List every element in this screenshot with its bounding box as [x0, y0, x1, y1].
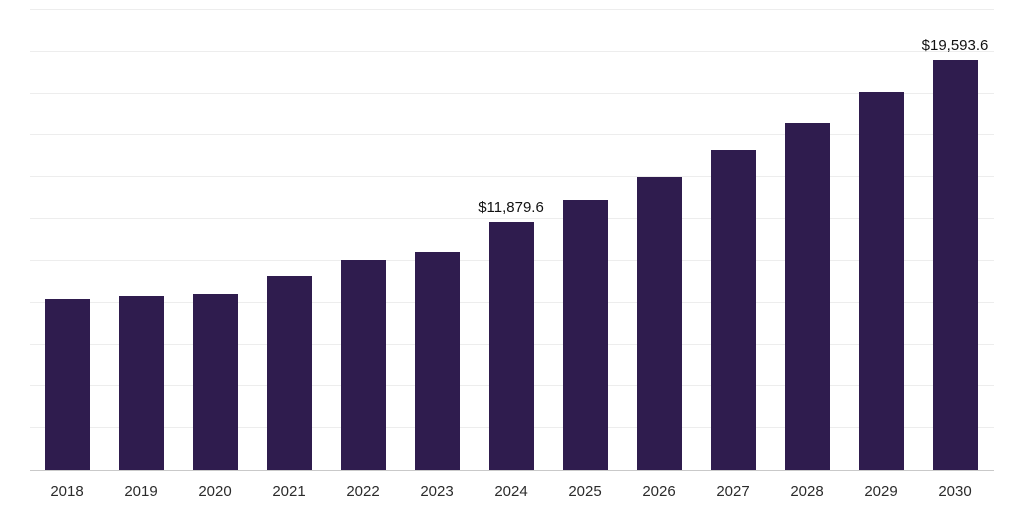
bar-area	[414, 10, 460, 470]
bar-area	[192, 10, 238, 470]
gridline	[30, 134, 994, 136]
x-tick-label: 2018	[50, 483, 84, 500]
bar-area	[118, 10, 164, 470]
bar	[636, 176, 682, 470]
bar-area	[44, 10, 90, 470]
x-tick-label: 2024	[494, 483, 528, 500]
x-tick-label: 2027	[716, 483, 750, 500]
value-label: $19,593.6	[921, 37, 989, 55]
bar-columns: 2018 2019 2020 2021 2022 2023 $11,879.6 2024 202…	[30, 10, 994, 512]
bar-column: 2027	[710, 10, 756, 512]
bar-column: 2026	[636, 10, 682, 512]
gridline	[30, 9, 994, 10]
bar-area	[636, 10, 682, 470]
x-tick-label: 2020	[198, 483, 232, 500]
bar-area	[784, 10, 830, 470]
x-tick-label: 2030	[938, 483, 972, 500]
bar	[488, 221, 534, 470]
bar-area	[858, 10, 904, 470]
value-label: $11,879.6	[478, 198, 544, 216]
x-tick-label: 2021	[272, 483, 306, 500]
bar-area	[340, 10, 386, 470]
x-tick-label: 2023	[420, 483, 454, 500]
bar-area	[266, 10, 312, 470]
bar	[192, 293, 238, 470]
bar-area	[710, 10, 756, 470]
gridline	[30, 50, 994, 52]
bar-area: $11,879.6	[478, 10, 544, 470]
bar-column: 2029	[858, 10, 904, 512]
bar	[932, 60, 978, 470]
bar-column: 2020	[192, 10, 238, 512]
bar-column: 2025	[562, 10, 608, 512]
x-tick-label: 2019	[124, 483, 158, 500]
bar	[710, 149, 756, 470]
gridline	[30, 92, 994, 94]
gridline	[30, 176, 994, 178]
x-tick-label: 2029	[864, 483, 898, 500]
x-tick-label: 2028	[790, 483, 824, 500]
bar-area	[562, 10, 608, 470]
x-tick-label: 2025	[568, 483, 602, 500]
x-tick-label: 2022	[346, 483, 380, 500]
bar	[266, 275, 312, 470]
bar	[784, 122, 830, 470]
bar-column: 2028	[784, 10, 830, 512]
bar-area: $19,593.6	[922, 10, 988, 470]
bar	[562, 199, 608, 470]
bar-column: 2018	[44, 10, 90, 512]
bar-column: $11,879.6 2024	[478, 10, 544, 512]
bar-column: 2023	[414, 10, 460, 512]
bar	[340, 259, 386, 470]
bar-column: $19,593.6 2030	[922, 10, 989, 512]
bar	[414, 251, 460, 470]
bar-column: 2022	[340, 10, 386, 512]
gridline	[30, 218, 994, 220]
bar	[858, 91, 904, 470]
bar-column: 2019	[118, 10, 164, 512]
bar	[118, 295, 164, 470]
bar-column: 2021	[266, 10, 312, 512]
x-tick-label: 2026	[642, 483, 676, 500]
bar	[44, 298, 90, 470]
